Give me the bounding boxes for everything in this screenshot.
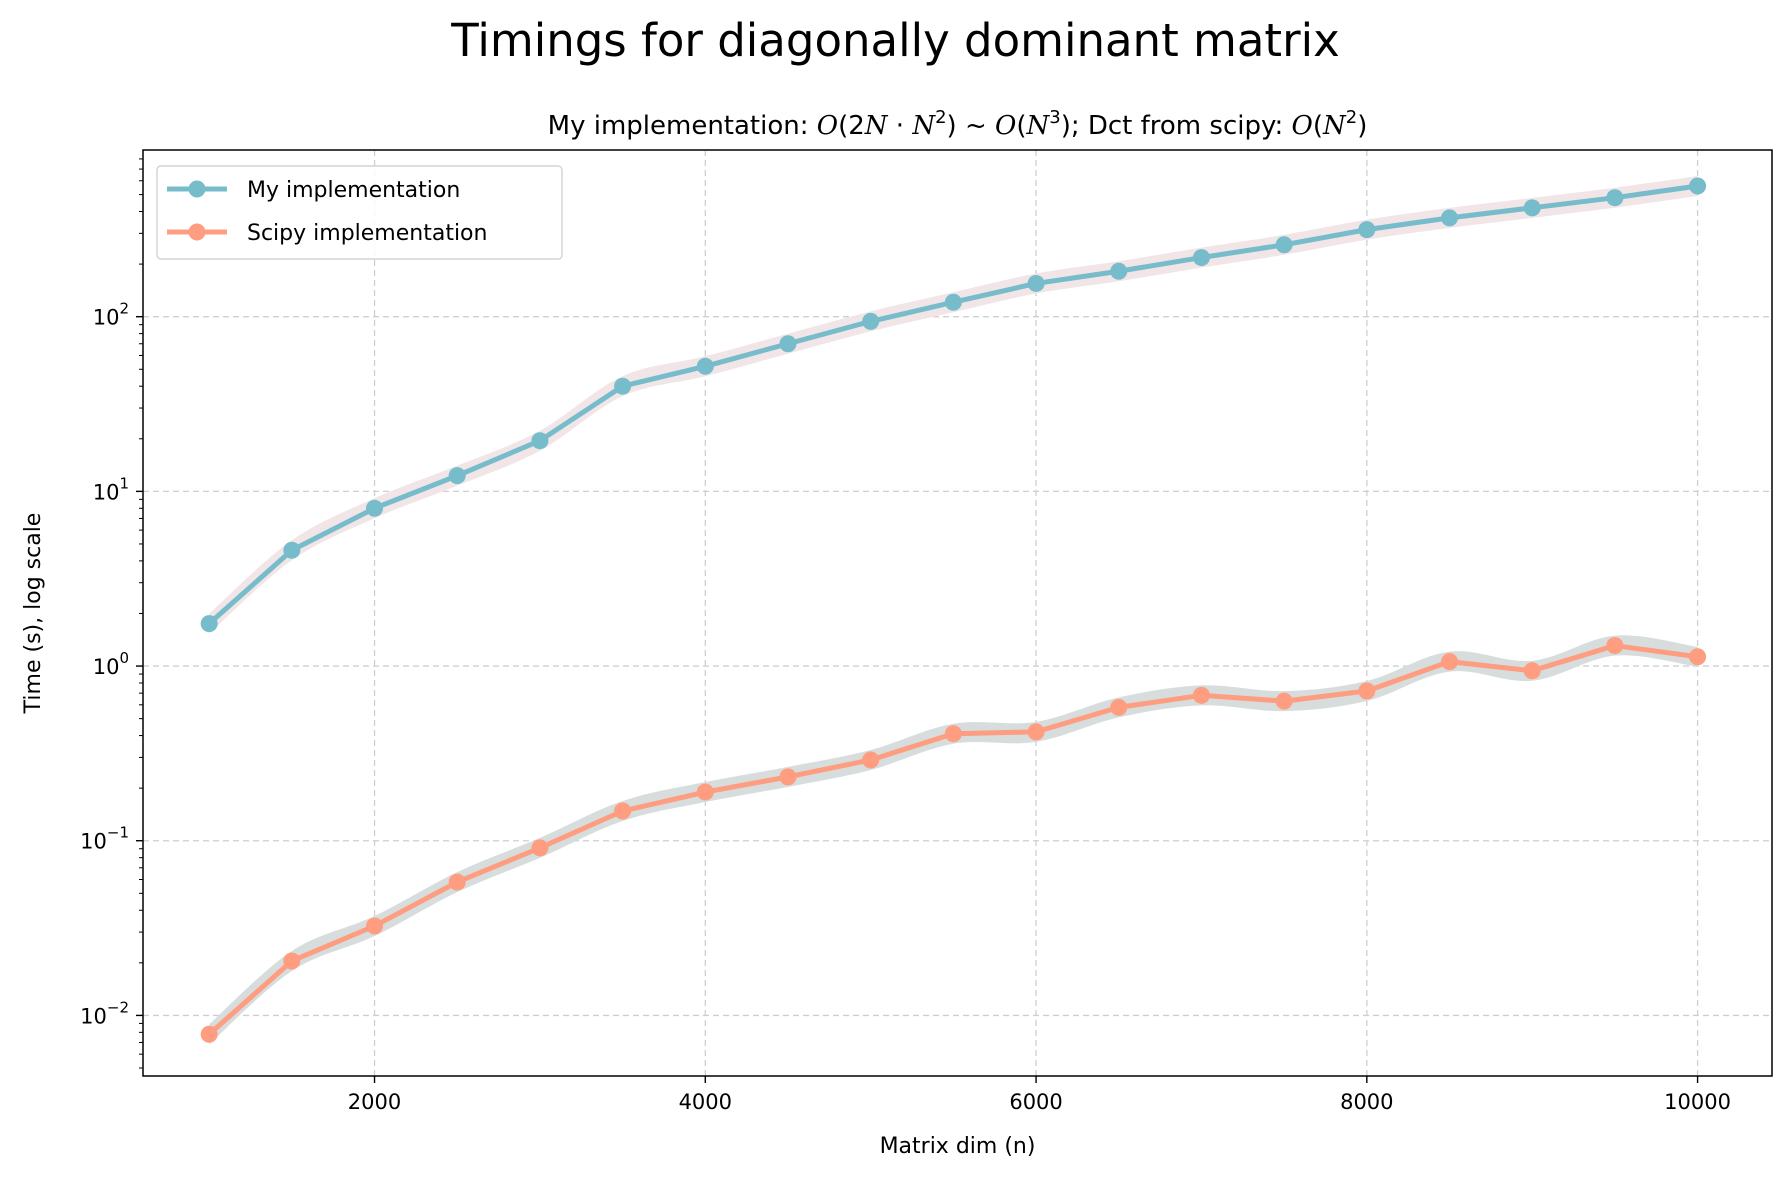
legend-swatch-marker [188, 223, 206, 241]
series-band [209, 635, 1698, 1045]
data-point [1192, 249, 1210, 267]
data-point [531, 839, 549, 857]
data-point [862, 312, 880, 330]
data-point [614, 802, 632, 820]
y-axis-ticks: 10−2 10−1 100 101 102 [80, 158, 143, 1069]
data-point [696, 783, 714, 801]
data-point [448, 467, 466, 485]
data-point [1689, 177, 1707, 195]
data-point [1275, 236, 1293, 254]
y-tick-label: 100 [93, 649, 129, 679]
y-tick-label: 101 [93, 474, 129, 504]
data-point [366, 499, 384, 517]
data-point [779, 768, 797, 786]
x-axis-label: Matrix dim (n) [880, 1134, 1036, 1159]
data-point [614, 377, 632, 395]
data-point [531, 432, 549, 450]
data-point [366, 917, 384, 935]
data-point [1606, 189, 1624, 207]
data-point [200, 1025, 218, 1043]
data-point [1192, 686, 1210, 704]
figure-title: Timings for diagonally dominant matrix [451, 14, 1340, 67]
data-point [944, 725, 962, 743]
series-lines [207, 183, 1698, 1037]
grid-lines [143, 150, 1772, 1076]
data-point [1606, 637, 1624, 655]
plot-frame [142, 149, 1773, 1077]
legend-box [156, 165, 563, 260]
data-point [779, 335, 797, 353]
data-point [1027, 723, 1045, 741]
legend-label: My implementation [247, 178, 460, 203]
data-point [862, 751, 880, 769]
data-point [1110, 698, 1128, 716]
data-point [448, 873, 466, 891]
data-point [1275, 692, 1293, 710]
data-point [696, 357, 714, 375]
y-tick-label: 10−1 [80, 824, 129, 854]
data-point [1358, 682, 1376, 700]
data-point [1110, 262, 1128, 280]
legend: My implementation Scipy implementation [156, 165, 563, 260]
y-axis-label: Time (s), log scale [21, 513, 46, 715]
x-tick-label: 4000 [679, 1090, 732, 1114]
y-tick-label: 10−2 [80, 998, 129, 1028]
data-point [283, 952, 301, 970]
x-axis-ticks: 2000 4000 6000 8000 10000 [348, 1076, 1731, 1114]
series-line [207, 643, 1698, 1037]
chart-subtitle: My implementation: O(2N · N2) ~ O(N3); D… [548, 107, 1368, 141]
data-point [1523, 199, 1541, 217]
data-point [1689, 648, 1707, 666]
x-tick-label: 2000 [348, 1090, 401, 1114]
data-point [1358, 221, 1376, 239]
data-point [944, 293, 962, 311]
data-point [1027, 274, 1045, 292]
legend-label: Scipy implementation [247, 221, 487, 246]
data-point [1441, 209, 1459, 227]
legend-swatch-marker [188, 180, 206, 198]
x-tick-label: 10000 [1664, 1090, 1731, 1114]
series-points [200, 177, 1707, 1043]
data-point [1441, 653, 1459, 671]
x-tick-label: 6000 [1009, 1090, 1062, 1114]
confidence-bands [209, 175, 1698, 1045]
y-tick-label: 102 [93, 300, 129, 330]
x-tick-label: 8000 [1340, 1090, 1393, 1114]
data-point [283, 541, 301, 559]
data-point [200, 615, 218, 633]
data-point [1523, 662, 1541, 680]
